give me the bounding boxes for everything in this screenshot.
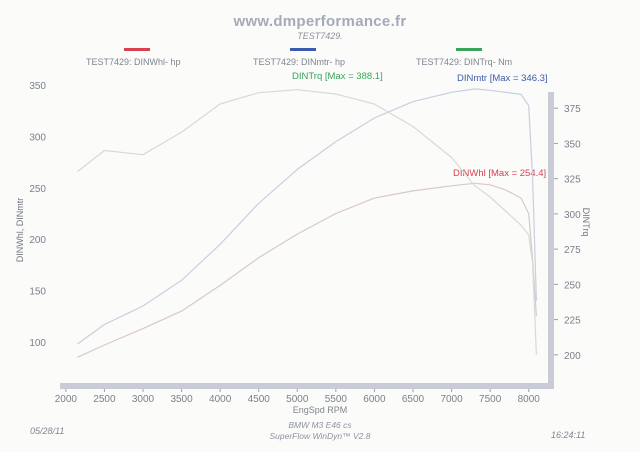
x-tick-label: 8000: [518, 394, 541, 405]
y-right-tick-label: 300: [564, 210, 581, 221]
y-left-tick-label: 300: [29, 132, 46, 143]
y-right-tick-label: 250: [564, 280, 581, 291]
x-tick-label: 3500: [170, 394, 193, 405]
y-right-tick-label: 225: [564, 316, 581, 327]
y-left-tick-label: 200: [29, 235, 46, 246]
annotation-mtr-max: DINmtr [Max = 346.3]: [457, 73, 548, 84]
y-left-tick-label: 350: [29, 81, 46, 92]
x-tick-label: 2000: [55, 394, 78, 405]
test-label: TEST7429.: [297, 31, 343, 41]
y-right-tick-label: 200: [564, 351, 581, 362]
x-tick-label: 7000: [440, 394, 463, 405]
x-tick-label: 6000: [363, 394, 386, 405]
y-right-tick-label: 275: [564, 245, 581, 256]
legend-swatch-trq: [456, 48, 482, 51]
site-title: www.dmperformance.fr: [233, 13, 407, 30]
x-axis-bar: [60, 383, 554, 389]
x-axis-label: EngSpd RPM: [292, 405, 348, 415]
series-line-trq: [77, 89, 537, 355]
legend-label-mtr: TEST7429: DINmtr- hp: [253, 57, 346, 67]
x-tick-label: 5000: [286, 394, 309, 405]
y-right-tick-label: 325: [564, 175, 581, 186]
x-tick-label: 6500: [402, 394, 425, 405]
y-right-tick-label: 375: [564, 104, 581, 115]
legend-swatch-mtr: [290, 48, 316, 51]
series-line-whl: [77, 182, 537, 358]
y-left-tick-label: 250: [29, 184, 46, 195]
x-tick-label: 2500: [93, 394, 116, 405]
x-tick-label: 7500: [479, 394, 502, 405]
annotation-whl-max: DINWhl [Max = 254.4]: [453, 168, 547, 179]
test-time: 16:24:11: [551, 430, 586, 440]
x-tick-label: 5500: [325, 394, 348, 405]
legend-label-trq: TEST7429: DINTrq- Nm: [416, 57, 513, 67]
series-line-mtr: [77, 88, 537, 345]
legend-label-whl: TEST7429: DINWhl- hp: [86, 57, 181, 67]
x-tick-label: 4000: [209, 394, 232, 405]
software-name: SuperFlow WinDyn™ V2.8: [269, 431, 371, 441]
y-left-tick-label: 150: [29, 287, 46, 298]
x-tick-label: 3000: [132, 394, 155, 405]
y-right-tick-label: 350: [564, 139, 581, 150]
y-left-tick-label: 100: [29, 338, 46, 349]
annotation-trq-max: DINTrq [Max = 388.1]: [292, 71, 383, 82]
car-name: BMW M3 E46 cs: [288, 420, 352, 430]
x-tick-label: 4500: [248, 394, 271, 405]
right-axis-bar: [548, 92, 554, 389]
legend-swatch-whl: [124, 48, 150, 51]
test-date: 05/28/11: [30, 426, 65, 436]
